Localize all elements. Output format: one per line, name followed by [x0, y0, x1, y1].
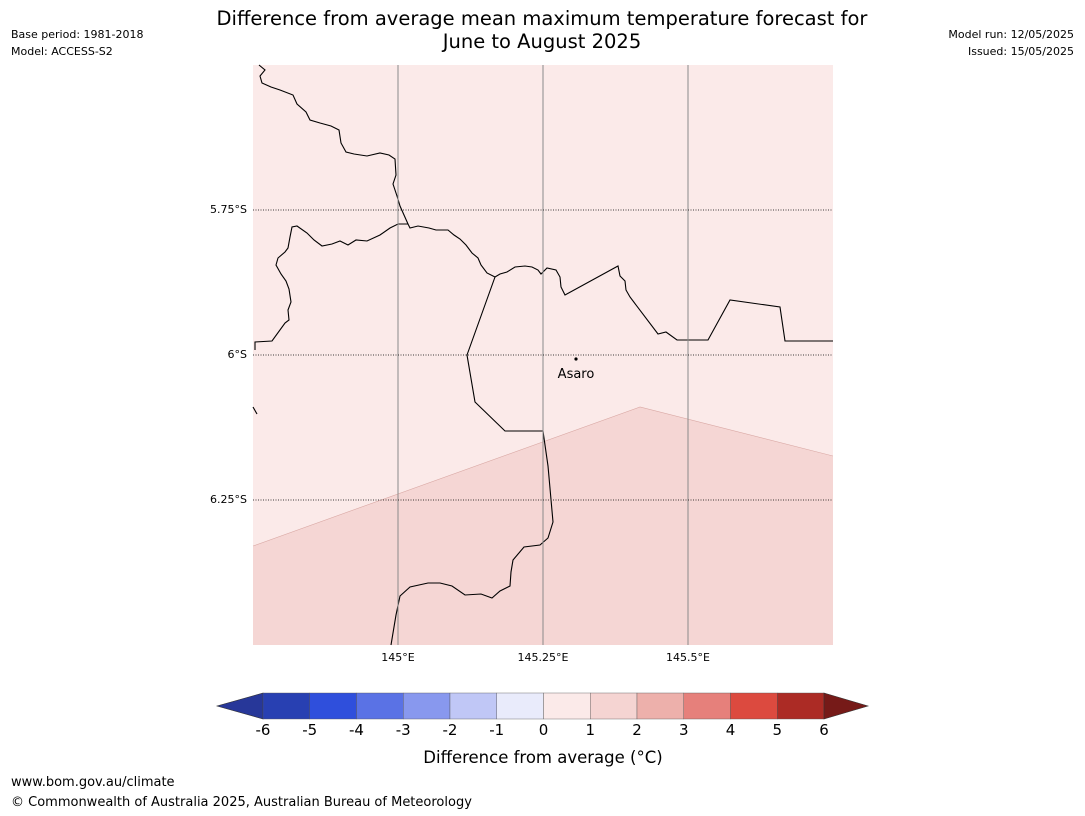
model-run-text: Model run: 12/05/2025 — [948, 28, 1074, 41]
title-line-1: Difference from average mean maximum tem… — [216, 7, 868, 30]
lon-label-145-25e: 145.25°E — [518, 651, 569, 664]
colorbar-segment — [590, 692, 638, 720]
colorbar-segment — [449, 692, 497, 720]
colorbar-label: Difference from average (°C) — [423, 748, 662, 767]
colorbar-segment — [683, 692, 731, 720]
colorbar-tick-label: -6 — [256, 721, 271, 739]
colorbar-tick-label: 6 — [819, 721, 829, 739]
colorbar-segment — [309, 692, 357, 720]
town-marker — [574, 357, 578, 361]
lat-label-5-75s: 5.75°S — [210, 203, 247, 216]
base-period-text: Base period: 1981-2018 — [11, 28, 144, 41]
colorbar-tick-labels: -6 -5 -4 -3 -2 -1 0 1 2 3 4 5 6 — [256, 721, 829, 739]
colorbar-legend: -6 -5 -4 -3 -2 -1 0 1 2 3 4 5 6 Difference from aver… — [215, 692, 870, 767]
region-boundary — [252, 406, 834, 547]
province-boundary-north — [254, 223, 833, 350]
footer-url: www.bom.gov.au/climate — [11, 775, 175, 790]
issued-text: Issued: 15/05/2025 — [967, 45, 1074, 58]
colorbar-segment — [496, 692, 544, 720]
town-label: Asaro — [558, 367, 595, 382]
model-text: Model: ACCESS-S2 — [11, 45, 113, 58]
colorbar-tick-label: 1 — [585, 721, 595, 739]
colorbar-tick-label: 5 — [772, 721, 782, 739]
lat-label-6s: 6°S — [228, 348, 247, 361]
colorbar-extend-low — [215, 692, 264, 720]
colorbar-tick-label: -1 — [489, 721, 504, 739]
colorbar-tick-label: -5 — [302, 721, 317, 739]
footer-copyright: © Commonwealth of Australia 2025, Austra… — [11, 795, 472, 810]
title-line-2: June to August 2025 — [442, 30, 642, 53]
colorbar-tick-label: -4 — [349, 721, 364, 739]
colorbar-tick-label: -3 — [396, 721, 411, 739]
colorbar-segment — [356, 692, 404, 720]
province-boundary-south — [390, 276, 554, 646]
colorbar-segment — [777, 692, 825, 720]
lat-label-6-25s: 6.25°S — [210, 493, 247, 506]
province-boundary-northwest — [258, 64, 409, 225]
colorbar-tick-label: 0 — [539, 721, 549, 739]
colorbar-segment — [730, 692, 778, 720]
map-title: Difference from average mean maximum tem… — [142, 7, 942, 53]
colorbar-tick-label: -2 — [443, 721, 458, 739]
colorbar-segment — [636, 692, 684, 720]
colorbar-segments — [215, 692, 870, 720]
colorbar-tick-label: 2 — [632, 721, 642, 739]
colorbar-segment — [262, 692, 310, 720]
colorbar-segment — [543, 692, 591, 720]
colorbar-tick-label: 3 — [679, 721, 689, 739]
colorbar-extend-high — [823, 692, 870, 720]
metadata-left: Base period: 1981-2018 Model: ACCESS-S2 — [11, 26, 143, 60]
metadata-right: Model run: 12/05/2025 Issued: 15/05/2025 — [948, 26, 1074, 60]
forecast-map: 5.75°S 6°S 6.25°S 145°E 145.25°E 145.5°E… — [210, 64, 834, 664]
colorbar-tick-label: 4 — [726, 721, 736, 739]
colorbar-segment — [403, 692, 451, 720]
province-boundary-west-fragment — [252, 406, 258, 415]
lon-label-145e: 145°E — [381, 651, 414, 664]
lon-label-145-5e: 145.5°E — [666, 651, 710, 664]
